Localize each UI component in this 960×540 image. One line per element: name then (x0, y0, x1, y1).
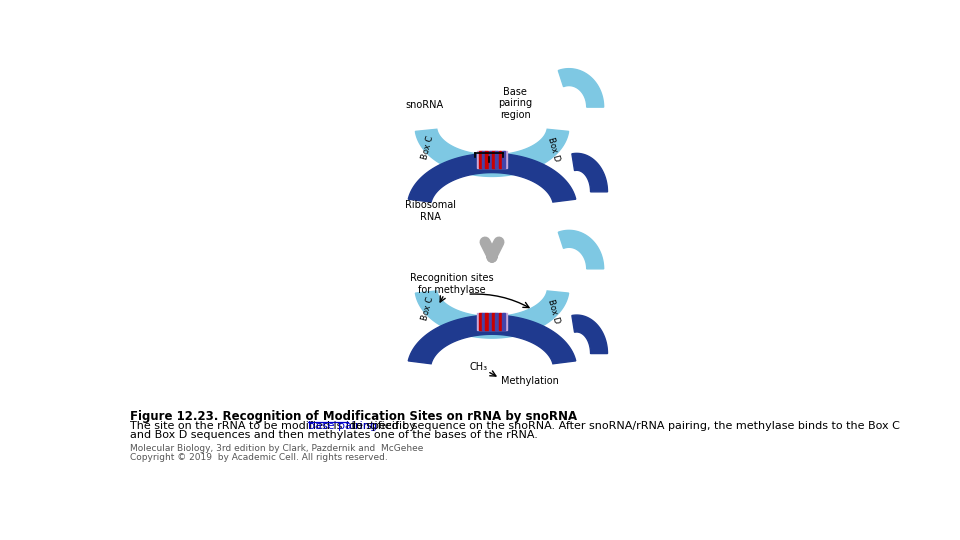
Bar (492, 313, 495, 330)
Polygon shape (416, 129, 568, 177)
Text: base pairing: base pairing (307, 421, 376, 430)
Text: Box C: Box C (420, 296, 436, 322)
Text: Molecular Biology, 3rd edition by Clark, Pazdernik and  McGehee: Molecular Biology, 3rd edition by Clark,… (131, 444, 423, 454)
Bar (477, 151, 507, 168)
Text: snoRNA: snoRNA (405, 100, 444, 110)
Text: Recognition sites
for methylase: Recognition sites for methylase (410, 273, 493, 295)
Text: The site on the rRNA to be modified is identified by: The site on the rRNA to be modified is i… (131, 421, 420, 430)
Bar (489, 313, 492, 330)
Bar (479, 151, 482, 168)
Bar (498, 313, 501, 330)
Polygon shape (559, 231, 604, 269)
Bar (486, 313, 489, 330)
Polygon shape (408, 153, 576, 202)
Text: and Box D sequences and then methylates one of the bases of the rRNA.: and Box D sequences and then methylates … (131, 430, 538, 440)
Text: Copyright © 2019  by Academic Cell. All rights reserved.: Copyright © 2019 by Academic Cell. All r… (131, 453, 388, 462)
Polygon shape (572, 315, 608, 354)
Text: Base
pairing
region: Base pairing region (498, 87, 532, 120)
Bar (489, 151, 492, 168)
Polygon shape (408, 315, 576, 364)
Polygon shape (416, 291, 568, 338)
Bar (482, 151, 485, 168)
Text: Box C: Box C (420, 134, 436, 160)
Bar (502, 151, 505, 168)
Bar (479, 313, 482, 330)
Bar (495, 313, 498, 330)
Bar (482, 313, 485, 330)
Text: Figure 12.23. Recognition of Modification Sites on rRNA by snoRNA: Figure 12.23. Recognition of Modificatio… (131, 410, 577, 423)
Text: Ribosomal
RNA: Ribosomal RNA (405, 200, 456, 222)
Text: Box D: Box D (546, 136, 562, 163)
Bar (502, 313, 505, 330)
Bar (492, 151, 495, 168)
Text: CH₃: CH₃ (469, 362, 488, 373)
Text: Box D: Box D (546, 298, 562, 325)
Bar (498, 151, 501, 168)
Polygon shape (559, 69, 604, 107)
Bar (495, 151, 498, 168)
Bar (477, 313, 507, 330)
Text: Methylation: Methylation (501, 375, 559, 386)
Bar (486, 151, 489, 168)
Text: to specific sequence on the snoRNA. After snoRNA/rRNA pairing, the methylase bin: to specific sequence on the snoRNA. Afte… (348, 421, 900, 430)
Polygon shape (572, 153, 608, 192)
